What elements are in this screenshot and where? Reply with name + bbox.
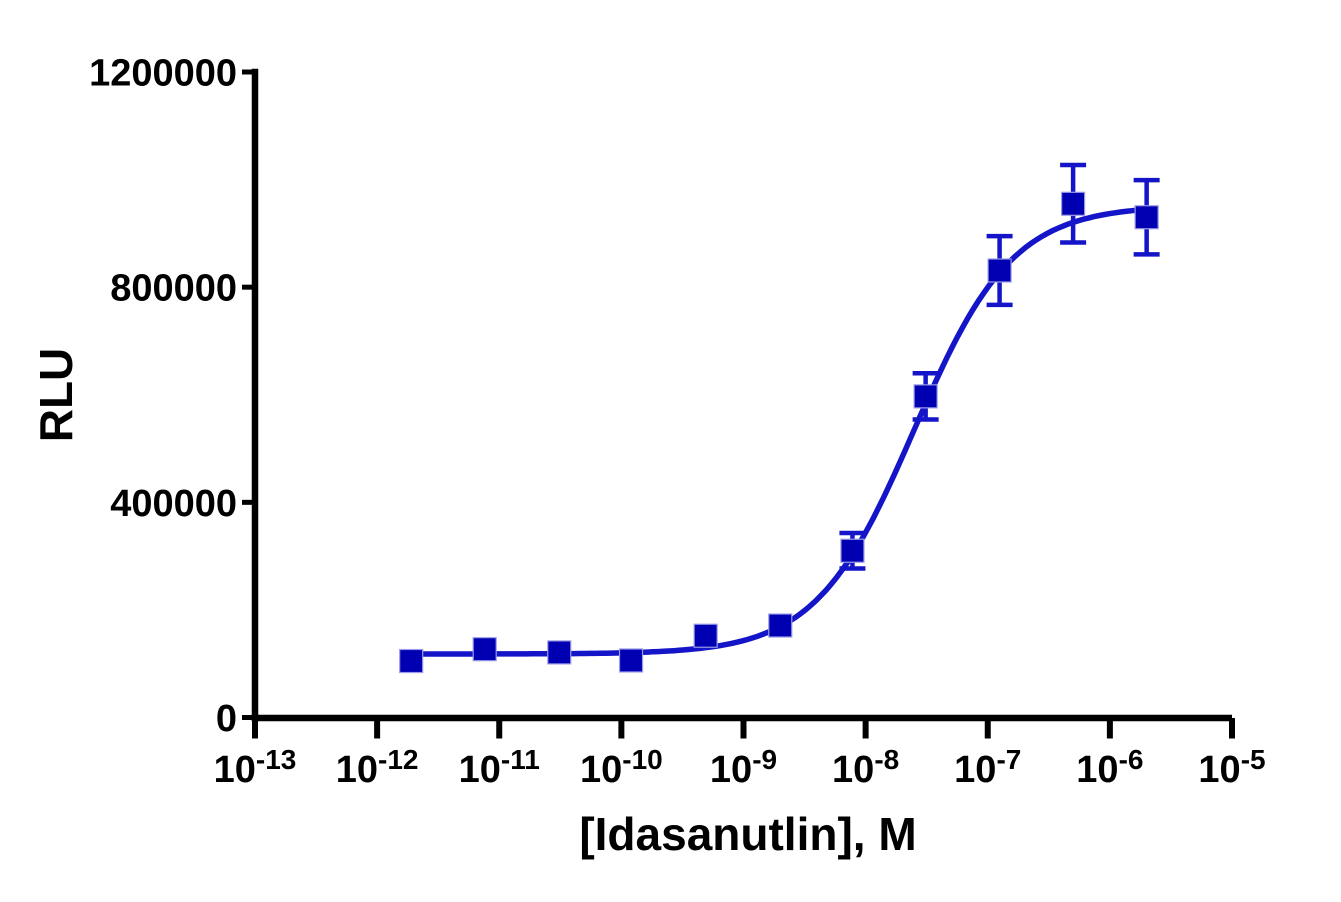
- x-tick-label: 10-10: [580, 744, 663, 791]
- data-point: [399, 648, 424, 674]
- data-point: [472, 637, 497, 662]
- x-tick-label: 10-9: [710, 744, 777, 791]
- data-point: [768, 613, 793, 638]
- data-point: [618, 648, 644, 673]
- fit-curve: [408, 206, 1150, 657]
- x-tick-label: 10-13: [214, 744, 297, 791]
- data-point: [693, 623, 718, 648]
- y-axis-title: RLU: [30, 348, 82, 443]
- y-tick-label: 400000: [110, 483, 237, 525]
- x-tick-label: 10-7: [954, 744, 1021, 791]
- x-tick-label: 10-5: [1198, 744, 1265, 791]
- y-tick-label: 800000: [110, 268, 237, 310]
- data-point: [987, 258, 1012, 283]
- data-point: [1061, 191, 1086, 216]
- y-tick-label: 1200000: [89, 53, 237, 95]
- axes: 0 400000 800000 1200000 10-13 10-12 10-11 10-10…: [89, 53, 1266, 792]
- x-tick-label: 10-12: [336, 744, 419, 791]
- data-series: [399, 162, 1160, 674]
- data-point: [913, 384, 938, 409]
- data-point: [840, 538, 865, 563]
- data-point: [1134, 205, 1159, 230]
- y-tick-label: 0: [216, 698, 237, 740]
- x-tick-label: 10-6: [1076, 744, 1143, 791]
- data-point: [547, 640, 572, 665]
- x-tick-label: 10-8: [832, 744, 899, 791]
- x-tick-label: 10-11: [459, 744, 540, 791]
- x-axis-title: [Idasanutlin], M: [579, 808, 916, 860]
